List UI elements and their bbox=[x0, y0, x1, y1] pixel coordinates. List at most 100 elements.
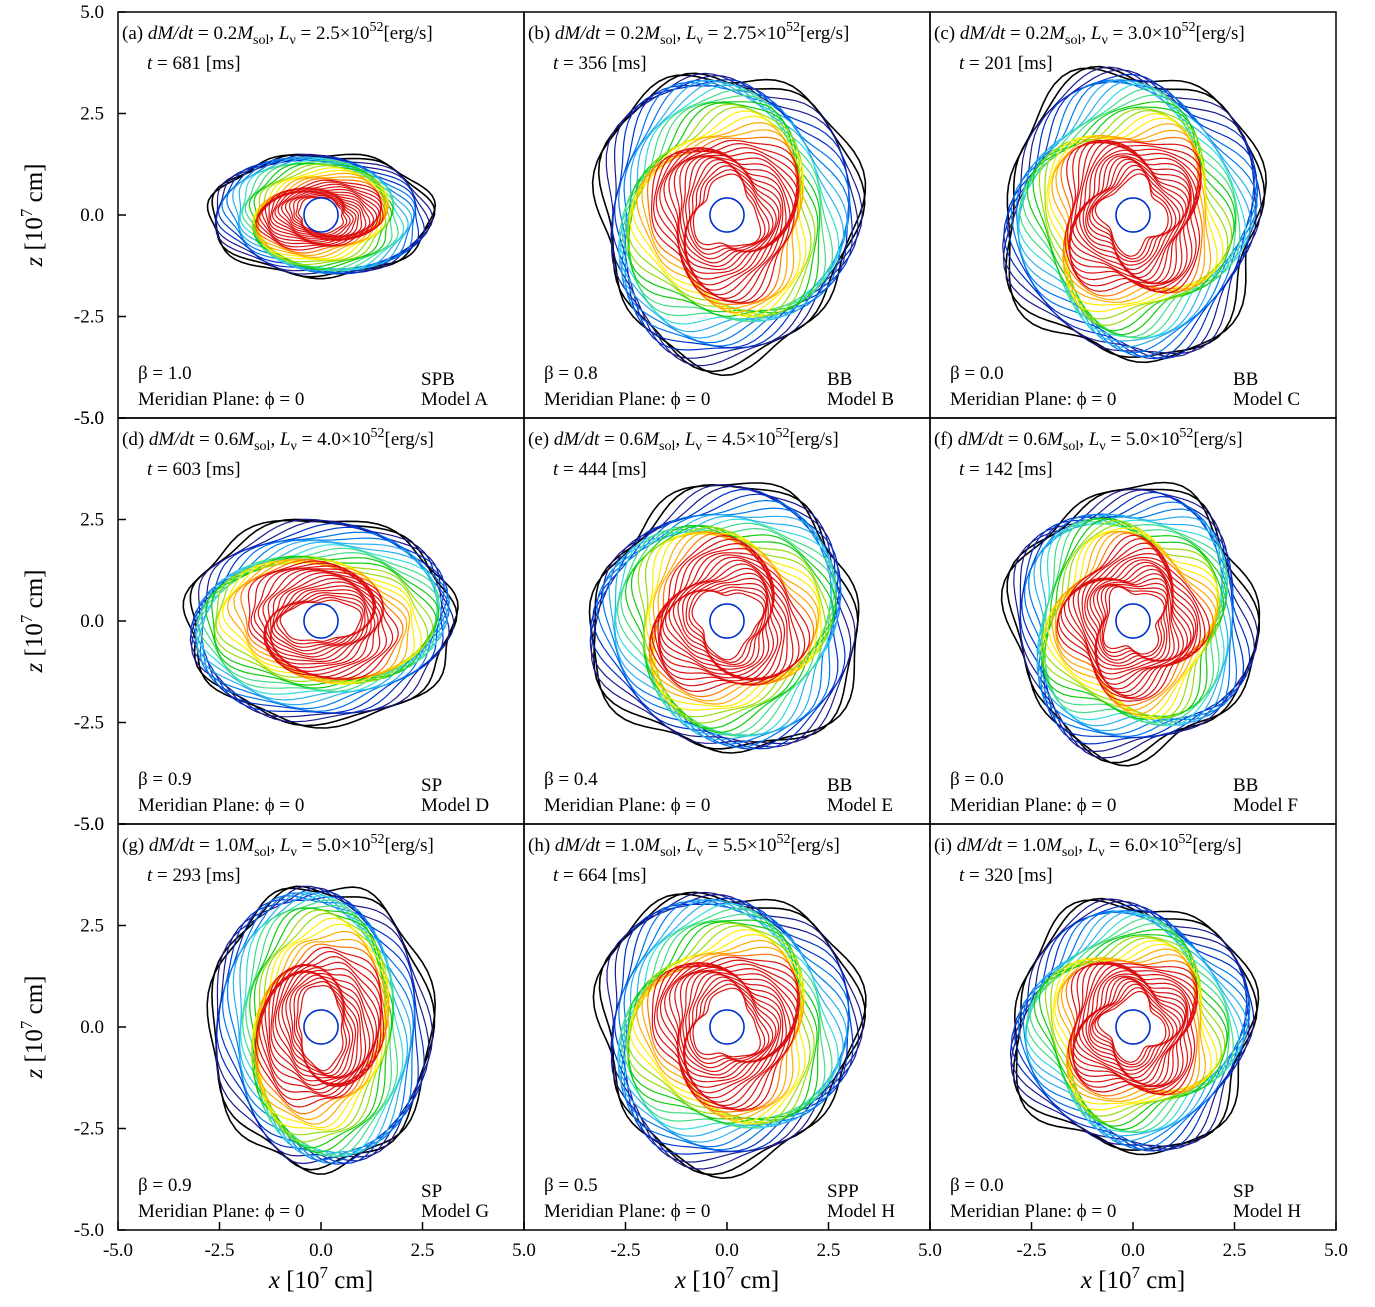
contour-line bbox=[608, 514, 838, 741]
y-tick-label: 2.5 bbox=[80, 104, 104, 125]
contour-line bbox=[1085, 158, 1184, 271]
y-tick-label: -2.5 bbox=[74, 307, 104, 328]
contour-line bbox=[1081, 975, 1186, 1082]
contour-line bbox=[668, 149, 795, 291]
contour-line bbox=[673, 151, 791, 286]
y-tick-label: -2.5 bbox=[74, 1119, 104, 1140]
contour-line bbox=[650, 139, 799, 304]
x-tick-label: -5.0 bbox=[103, 1240, 133, 1261]
panel-title: (i) dM/dt = 1.0Msol, Lν = 6.0×1052[erg/s… bbox=[934, 832, 1242, 860]
panel-mode: BB bbox=[1233, 369, 1258, 390]
contour-line bbox=[626, 922, 815, 1124]
x-tick-label: 2.5 bbox=[411, 1240, 435, 1261]
y-tick-label: -5.0 bbox=[74, 408, 104, 429]
x-tick-label: 0.0 bbox=[715, 1240, 739, 1261]
panel-time: t = 681 [ms] bbox=[147, 53, 241, 74]
panel-title: (c) dM/dt = 0.2Msol, Lν = 3.0×1052[erg/s… bbox=[934, 20, 1245, 48]
contour-line bbox=[226, 156, 415, 273]
contour-line bbox=[1099, 584, 1168, 660]
x-axis-label: x [107 cm] bbox=[674, 1263, 779, 1294]
contour-line bbox=[270, 966, 375, 1087]
contour-line bbox=[636, 939, 804, 1121]
contour-line bbox=[679, 969, 787, 1088]
y-tick-label: 2.5 bbox=[80, 916, 104, 937]
contour-line bbox=[685, 586, 768, 666]
x-tick-label: -2.5 bbox=[1016, 1240, 1046, 1261]
contour-line bbox=[1041, 520, 1229, 726]
panel-beta: β = 0.9 bbox=[138, 769, 192, 790]
contour-line bbox=[1042, 517, 1227, 720]
panel-time: t = 201 [ms] bbox=[959, 53, 1053, 74]
panel-plane: Meridian Plane: ϕ = 0 bbox=[544, 389, 710, 410]
panel-d: (d) dM/dt = 0.6Msol, Lν = 4.0×1052[erg/s… bbox=[117, 417, 525, 825]
panel-time: t = 664 [ms] bbox=[553, 865, 647, 886]
central-hole bbox=[1115, 603, 1151, 639]
y-tick-label: 0.0 bbox=[80, 611, 104, 632]
panel-mode: SPB bbox=[421, 369, 455, 390]
contour-line bbox=[1072, 964, 1192, 1087]
contour-line bbox=[626, 103, 816, 316]
contour-line bbox=[1012, 897, 1258, 1151]
contour-line bbox=[289, 974, 354, 1078]
contour-line bbox=[256, 181, 382, 248]
panel-mode: SPP bbox=[827, 1181, 859, 1202]
panel-title: (f) dM/dt = 0.6Msol, Lν = 5.0×1052[erg/s… bbox=[934, 426, 1243, 454]
panel-beta: β = 0.0 bbox=[950, 363, 1004, 384]
panel-e: (e) dM/dt = 0.6Msol, Lν = 4.5×1052[erg/s… bbox=[523, 417, 931, 825]
panel-model: Model E bbox=[827, 795, 893, 816]
contour-line bbox=[279, 599, 362, 642]
y-tick-label: -2.5 bbox=[74, 713, 104, 734]
panel-plane: Meridian Plane: ϕ = 0 bbox=[544, 795, 710, 816]
contour-line bbox=[674, 966, 791, 1094]
panel-plane: Meridian Plane: ϕ = 0 bbox=[950, 795, 1116, 816]
contour-line bbox=[241, 159, 399, 272]
contour-line bbox=[651, 956, 799, 1111]
contour-line bbox=[249, 907, 394, 1154]
contour-line bbox=[679, 154, 787, 280]
contour-line bbox=[1054, 531, 1217, 712]
contour-line bbox=[215, 557, 429, 685]
panel-mode: SP bbox=[421, 775, 442, 796]
contour-line bbox=[610, 893, 860, 1163]
contour-line bbox=[253, 565, 388, 680]
panel-plane: Meridian Plane: ϕ = 0 bbox=[138, 1201, 304, 1222]
contour-line bbox=[267, 577, 377, 663]
contour-line bbox=[195, 544, 441, 695]
contour-line bbox=[269, 585, 375, 658]
contour-line bbox=[1010, 898, 1255, 1148]
panel-model: Model B bbox=[827, 389, 894, 410]
panel-h: (h) dM/dt = 1.0Msol, Lν = 5.5×1052[erg/s… bbox=[523, 823, 931, 1231]
x-axis-label: x [107 cm] bbox=[1080, 1263, 1185, 1294]
contour-line bbox=[1010, 81, 1259, 358]
contour-line bbox=[1086, 161, 1181, 266]
contour-line bbox=[641, 946, 803, 1117]
contour-line bbox=[1094, 173, 1169, 257]
contour-line bbox=[592, 493, 841, 750]
panel-plane: Meridian Plane: ϕ = 0 bbox=[138, 795, 304, 816]
x-tick-label: 5.0 bbox=[1324, 1240, 1348, 1261]
contour-line bbox=[271, 190, 371, 241]
y-tick-label: 5.0 bbox=[80, 408, 104, 429]
contour-line bbox=[1036, 516, 1229, 727]
contour-line bbox=[262, 568, 382, 675]
central-hole bbox=[303, 197, 339, 233]
contour-line bbox=[1005, 65, 1266, 359]
contour-line bbox=[251, 163, 390, 266]
panel-beta: β = 0.0 bbox=[950, 769, 1004, 790]
contour-line bbox=[277, 970, 362, 1084]
contour-line bbox=[1060, 954, 1201, 1100]
contour-line bbox=[1026, 101, 1236, 336]
contour-line bbox=[617, 522, 837, 737]
panel-model: Model H bbox=[827, 1201, 895, 1222]
panel-time: t = 293 [ms] bbox=[147, 865, 241, 886]
panel-beta: β = 0.8 bbox=[544, 363, 598, 384]
contour-line bbox=[256, 950, 382, 1101]
contour-line bbox=[659, 961, 800, 1107]
x-axis-label: x [107 cm] bbox=[268, 1263, 373, 1294]
panel-c: (c) dM/dt = 0.2Msol, Lν = 3.0×1052[erg/s… bbox=[929, 11, 1337, 419]
contour-line bbox=[196, 540, 448, 706]
panel-mode: SP bbox=[421, 1181, 442, 1202]
panel-plane: Meridian Plane: ϕ = 0 bbox=[950, 389, 1116, 410]
contour-line bbox=[668, 567, 774, 677]
panel-beta: β = 0.0 bbox=[950, 1175, 1004, 1196]
